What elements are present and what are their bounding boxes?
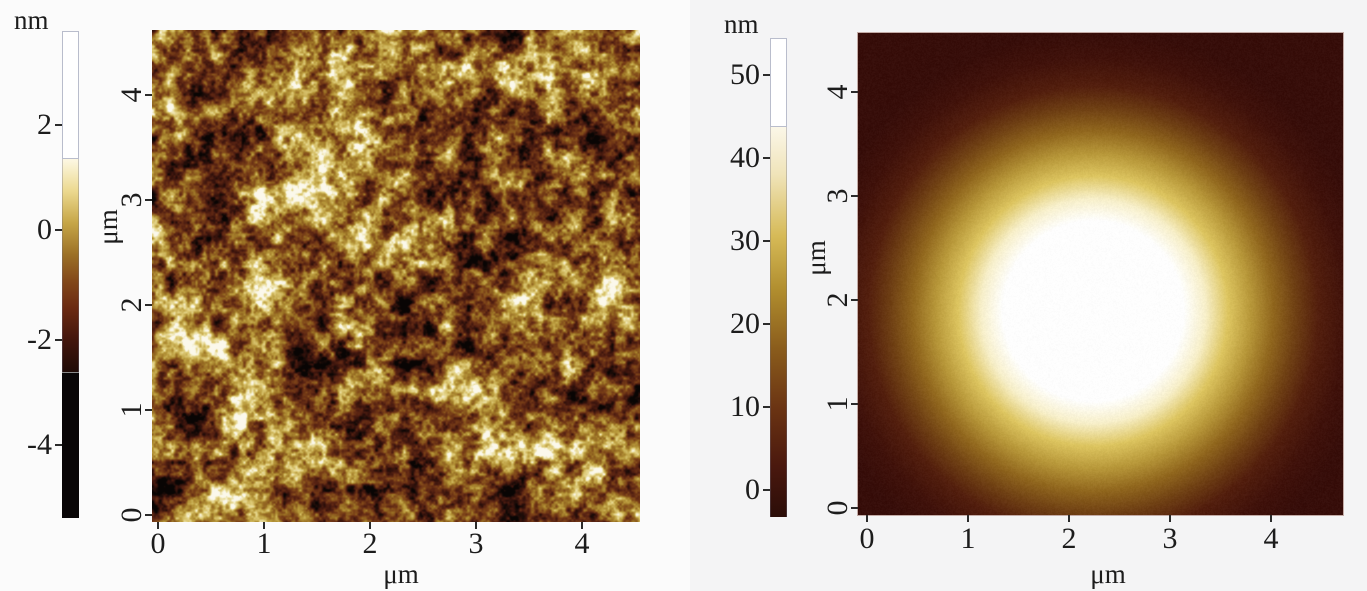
left-colorbar-tick-label: 0 — [37, 213, 52, 246]
tick-mark — [851, 91, 858, 93]
tick-mark — [763, 240, 770, 242]
left-x-tick-label: 0 — [150, 527, 166, 560]
left-colorbar-gradient — [62, 159, 79, 372]
left-x-tick-label: 1 — [256, 527, 272, 560]
left-colorbar-unit-label: nm — [14, 5, 49, 35]
tick-mark — [55, 444, 62, 446]
tick-mark — [763, 406, 770, 408]
tick-mark — [145, 199, 152, 201]
left-colorbar-tick-label: -2 — [27, 323, 52, 356]
left-x-axis-unit-label: μm — [383, 559, 419, 589]
right-x-tick-label: 4 — [1263, 522, 1279, 555]
right-colorbar-gradient — [770, 127, 787, 517]
tick-mark — [763, 489, 770, 491]
tick-mark — [145, 409, 152, 411]
right-x-tick-label: 2 — [1061, 522, 1077, 555]
right-x-tick-label: 0 — [859, 522, 875, 555]
left-panel: nm 2 0 -2 -4 0 1 2 3 4 μm 0 1 2 3 4 μm — [14, 5, 640, 589]
tick-mark — [967, 515, 969, 522]
right-colorbar-tick-label: 50 — [730, 58, 760, 91]
left-colorbar-tick-label: 2 — [37, 108, 52, 141]
tick-mark — [55, 339, 62, 341]
right-colorbar-tick-label: 30 — [730, 224, 760, 257]
tick-mark — [475, 522, 477, 529]
tick-mark — [763, 323, 770, 325]
right-x-tick-label: 3 — [1162, 522, 1178, 555]
tick-mark — [55, 124, 62, 126]
tick-mark — [145, 304, 152, 306]
right-colorbar-unit-label: nm — [724, 9, 759, 39]
right-x-axis-unit-label: μm — [1090, 559, 1126, 589]
left-colorbar-tick-label: -4 — [27, 428, 52, 461]
tick-mark — [1068, 515, 1070, 522]
tick-mark — [851, 299, 858, 301]
right-afm-heatmap-image — [857, 32, 1344, 516]
tick-mark — [851, 507, 858, 509]
left-colorbar-black-section — [62, 372, 79, 518]
right-colorbar-tick-label: 40 — [730, 141, 760, 174]
tick-mark — [763, 157, 770, 159]
tick-mark — [263, 522, 265, 529]
right-colorbar-tick-label: 20 — [730, 307, 760, 340]
left-x-tick-label: 2 — [362, 527, 378, 560]
tick-mark — [763, 74, 770, 76]
tick-mark — [1169, 515, 1171, 522]
left-x-tick-label: 3 — [468, 527, 484, 560]
tick-mark — [145, 94, 152, 96]
tick-mark — [851, 195, 858, 197]
left-colorbar-saturation-box — [62, 31, 79, 159]
tick-mark — [55, 229, 62, 231]
left-y-axis-unit-label: μm — [93, 209, 123, 245]
tick-mark — [1270, 515, 1272, 522]
right-colorbar-tick-label: 10 — [730, 390, 760, 423]
right-colorbar-saturation-box — [770, 38, 787, 127]
tick-mark — [581, 522, 583, 529]
left-afm-heatmap-image — [152, 30, 640, 522]
tick-mark — [369, 522, 371, 529]
right-panel: nm 50 40 30 20 10 0 0 1 2 3 4 μm 0 1 2 3… — [690, 0, 1367, 591]
tick-mark — [157, 522, 159, 529]
tick-mark — [851, 403, 858, 405]
right-x-tick-label: 1 — [960, 522, 976, 555]
left-x-tick-label: 4 — [574, 527, 590, 560]
right-colorbar-tick-label: 0 — [745, 473, 760, 506]
tick-mark — [145, 514, 152, 516]
right-y-axis-unit-label: μm — [801, 240, 831, 276]
tick-mark — [866, 515, 868, 522]
